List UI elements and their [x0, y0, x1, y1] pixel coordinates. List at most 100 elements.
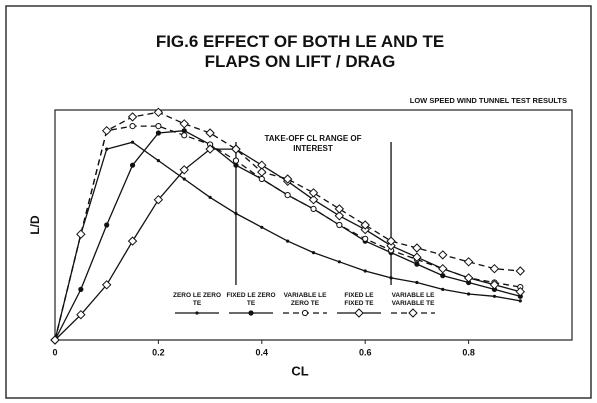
marker — [129, 162, 136, 168]
marker — [260, 225, 264, 229]
legend-label: FIXED LE ZERO TE — [226, 292, 276, 307]
marker — [310, 205, 317, 212]
x-tick-label: 0 — [52, 347, 57, 357]
marker — [127, 112, 138, 122]
marker — [284, 192, 291, 199]
marker — [489, 263, 500, 274]
marker — [156, 159, 160, 163]
marker — [195, 311, 199, 315]
marker — [76, 309, 86, 320]
marker — [518, 299, 522, 303]
marker — [412, 243, 422, 253]
legend: ZERO LE ZERO TE FIXED LE ZERO TE VARIABLE … — [170, 290, 440, 320]
marker — [311, 251, 316, 255]
plot-area — [54, 109, 573, 341]
marker — [408, 308, 418, 318]
legend-label: FIXED LE FIXED TE — [344, 292, 374, 307]
legend-swatch — [229, 310, 273, 316]
marker — [389, 276, 393, 280]
marker — [258, 175, 265, 183]
marker — [179, 165, 189, 175]
marker — [101, 280, 112, 290]
legend-item: ZERO LE ZERO TE — [172, 292, 222, 318]
marker — [334, 204, 345, 214]
legend-swatch — [391, 308, 435, 318]
marker — [233, 162, 239, 168]
marker — [467, 292, 471, 296]
legend-swatch — [337, 308, 381, 318]
marker — [50, 335, 60, 345]
marker — [438, 250, 448, 260]
marker — [463, 273, 474, 283]
marker — [354, 308, 364, 318]
marker — [153, 107, 164, 118]
legend-label: VARIABLE LE VARIABLE TE — [391, 292, 435, 307]
marker — [440, 273, 446, 279]
marker — [308, 194, 319, 205]
marker — [232, 157, 240, 164]
marker — [515, 286, 526, 297]
marker — [438, 263, 448, 274]
marker — [104, 222, 110, 228]
marker — [130, 140, 135, 144]
marker — [153, 194, 164, 205]
legend-item: FIXED LE FIXED TE — [334, 292, 384, 318]
marker — [489, 280, 500, 290]
marker — [155, 123, 162, 130]
legend-item: VARIABLE LE ZERO TE — [280, 292, 330, 318]
legend-label: VARIABLE LE ZERO TE — [283, 292, 327, 307]
marker — [181, 128, 187, 134]
marker — [181, 132, 188, 139]
marker — [282, 174, 293, 184]
marker — [155, 130, 161, 136]
marker — [129, 123, 136, 130]
x-tick-label: 0.4 — [256, 347, 269, 357]
x-tick-label: 0.8 — [462, 347, 475, 357]
marker — [463, 257, 474, 267]
marker — [234, 211, 238, 216]
marker — [205, 128, 215, 138]
x-tick-label: 0.2 — [152, 347, 165, 357]
marker — [127, 236, 138, 246]
chart-subtitle: LOW SPEED WIND TUNNEL TEST RESULTS — [409, 96, 567, 105]
marker — [441, 287, 445, 291]
marker — [412, 252, 422, 262]
marker — [336, 221, 343, 229]
legend-item: VARIABLE LE VARIABLE TE — [388, 292, 438, 318]
marker — [492, 294, 497, 298]
legend-label: ZERO LE ZERO TE — [172, 292, 222, 307]
marker — [362, 235, 369, 242]
marker — [248, 310, 254, 316]
marker — [334, 211, 345, 221]
marker — [257, 167, 267, 177]
y-axis-label: L/D — [28, 215, 42, 235]
marker — [386, 236, 396, 246]
marker — [415, 280, 419, 285]
chart-title: FIG.6 EFFECT OF BOTH LE AND TE FLAPS ON … — [155, 32, 445, 71]
marker — [101, 125, 112, 136]
legend-item: FIXED LE ZERO TE — [226, 292, 276, 318]
marker — [414, 261, 420, 267]
marker — [205, 144, 215, 154]
marker — [308, 188, 319, 198]
frame — [5, 5, 592, 399]
marker — [208, 195, 212, 199]
legend-swatch — [175, 311, 219, 315]
marker — [182, 177, 186, 181]
marker — [301, 309, 309, 317]
marker — [105, 147, 109, 151]
x-axis-label: CL — [291, 363, 308, 378]
marker — [286, 239, 290, 243]
marker — [363, 269, 367, 273]
marker — [515, 266, 526, 276]
marker — [360, 220, 370, 230]
annotation: TAKE-OFF CL RANGE OF INTEREST — [264, 134, 362, 153]
marker — [78, 286, 84, 292]
marker — [179, 119, 189, 129]
legend-swatch — [283, 309, 327, 317]
marker — [231, 144, 241, 154]
x-tick-label: 0.6 — [359, 347, 372, 357]
marker — [337, 260, 341, 264]
